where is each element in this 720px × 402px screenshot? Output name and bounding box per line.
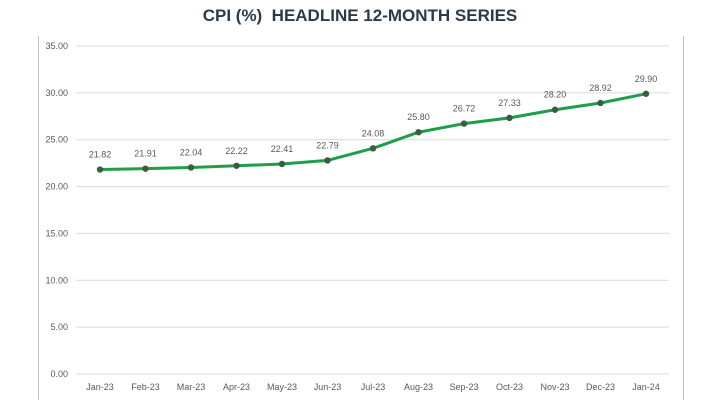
y-tick-label: 30.00	[45, 88, 68, 98]
data-label: 27.33	[498, 98, 521, 108]
data-point	[551, 106, 559, 113]
chart-title: CPI (%) HEADLINE 12-MONTH SERIES	[202, 6, 518, 25]
y-tick-label: 0.00	[50, 369, 68, 379]
data-label: 21.82	[89, 150, 112, 160]
data-label: 28.92	[589, 83, 612, 93]
x-tick-label: Nov-23	[540, 382, 569, 392]
data-point	[597, 99, 604, 107]
x-tick-label: Apr-23	[223, 382, 250, 392]
data-point	[142, 165, 149, 172]
data-label: 22.79	[316, 140, 339, 150]
data-point	[460, 120, 468, 127]
y-tick-label: 15.00	[45, 228, 68, 238]
data-label: 22.22	[225, 146, 248, 156]
data-point	[96, 166, 104, 173]
x-tick-label: May-23	[267, 382, 297, 392]
y-tick-label: 10.00	[45, 275, 68, 285]
data-label: 28.20	[544, 90, 567, 100]
data-point	[506, 114, 513, 122]
data-point	[324, 157, 331, 164]
x-tick-label: Mar-23	[177, 382, 206, 392]
x-tick-label: Dec-23	[586, 382, 615, 392]
x-tick-label: Jan-23	[86, 382, 114, 392]
data-label: 25.80	[407, 112, 430, 122]
data-point	[278, 160, 286, 168]
data-point	[642, 90, 650, 97]
data-label: 21.91	[134, 149, 157, 159]
data-label: 29.90	[635, 74, 658, 84]
data-point	[369, 145, 377, 152]
data-label: 22.04	[180, 147, 203, 157]
y-tick-label: 25.00	[45, 135, 68, 145]
y-tick-label: 20.00	[45, 182, 68, 192]
data-label: 22.41	[271, 144, 294, 154]
data-point	[187, 164, 195, 171]
x-tick-label: Feb-23	[131, 382, 160, 392]
data-point	[233, 162, 240, 169]
x-tick-label: Jun-23	[314, 382, 342, 392]
x-tick-label: Jan-24	[632, 382, 660, 392]
x-tick-label: Sep-23	[449, 382, 478, 392]
data-point	[415, 129, 422, 136]
y-tick-label: 5.00	[50, 322, 68, 332]
data-label: 26.72	[453, 104, 476, 114]
chart-frame	[38, 36, 684, 400]
x-tick-label: Aug-23	[404, 382, 433, 392]
x-tick-label: Oct-23	[496, 382, 523, 392]
y-tick-label: 35.00	[45, 41, 68, 51]
x-tick-label: Jul-23	[361, 382, 386, 392]
data-label: 24.08	[362, 128, 385, 138]
